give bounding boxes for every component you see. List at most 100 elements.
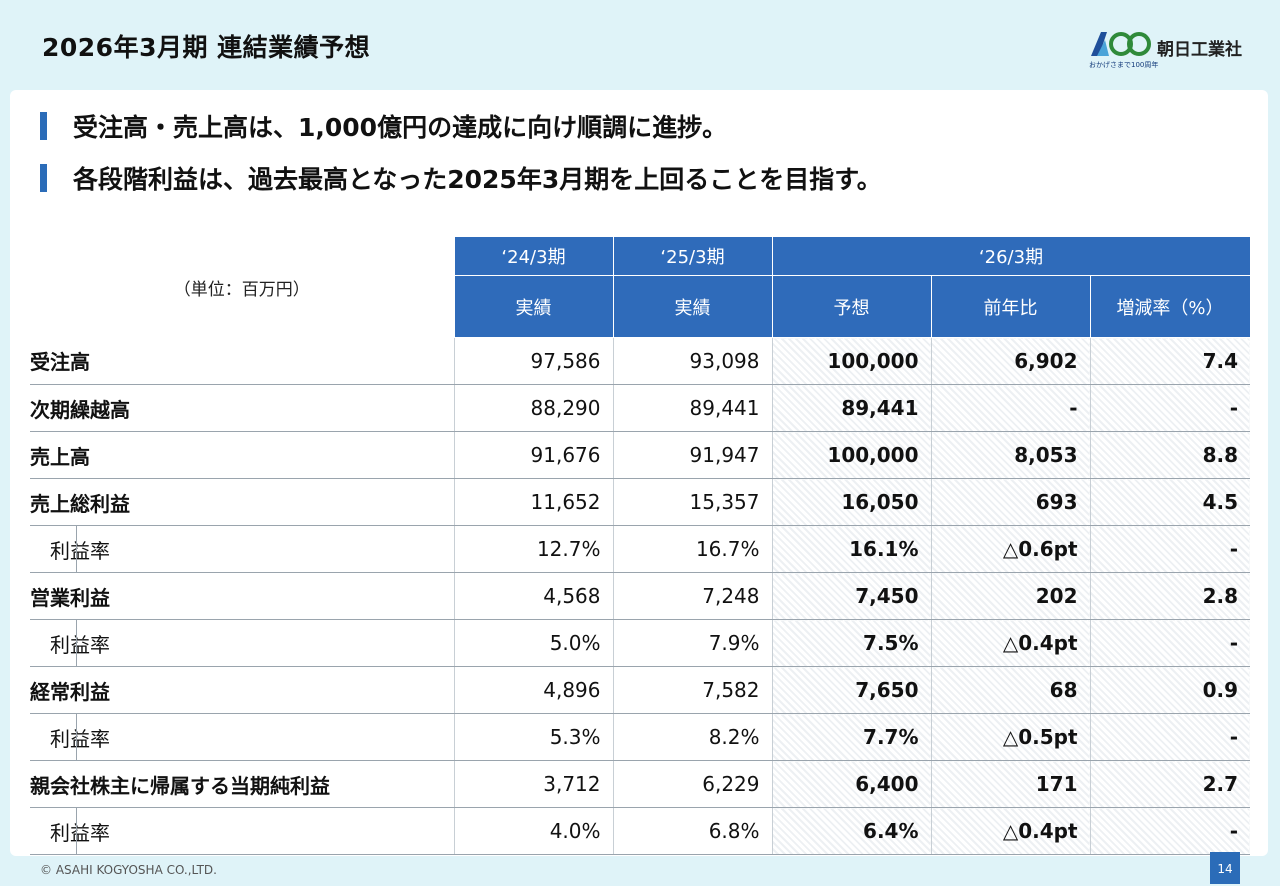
bullet-point-2: 各段階利益は、過去最高となった2025年3月期を上回ることを目指す。 (40, 160, 882, 196)
cell-fy26-forecast: 7,450 (771, 572, 931, 620)
cell-fy24-actual: 97,586 (453, 337, 613, 385)
bullet-bar-icon (40, 112, 47, 140)
row-label: 次期繰越高 (30, 384, 454, 432)
subheader-actual-fy24: 実績 (453, 275, 614, 338)
cell-fy26-yoy: △0.5pt (930, 713, 1090, 761)
row-sublabel: 利益率 (30, 807, 454, 855)
row-sublabel: 利益率 (30, 525, 454, 573)
cell-fy26-forecast: 6.4% (771, 807, 931, 855)
logo-tagline: おかげさまで100周年 (1089, 61, 1159, 69)
cell-fy26-yoy: - (930, 384, 1090, 432)
table-row: 次期繰越高 88,290 89,441 89,441- - (30, 384, 1250, 432)
cell-fy24-actual: 5.3% (453, 713, 613, 761)
cell-fy24-actual: 11,652 (453, 478, 613, 526)
row-sublabel: 利益率 (30, 713, 454, 761)
cell-fy25-actual: 7,248 (612, 572, 772, 620)
table-row: 売上高 91,676 91,947 100,000 8,053 8.8 (30, 431, 1250, 479)
cell-fy26-forecast: 100,000 (771, 337, 931, 385)
cell-fy25-actual: 7.9% (612, 619, 772, 667)
page-number: 14 (1210, 852, 1240, 884)
unit-label: （単位：百万円） (173, 279, 310, 300)
cell-fy26-rate: - (1089, 384, 1250, 432)
cell-fy25-actual: 16.7% (612, 525, 772, 573)
cell-fy26-rate: 0.9 (1089, 666, 1250, 714)
table-row: 売上総利益 11,652 15,357 16,050 693 4.5 (30, 478, 1250, 526)
cell-fy25-actual: 6,229 (612, 760, 772, 808)
period-header-fy24: ‘24/3期 (453, 236, 614, 276)
subheader-change-rate: 増減率（%） (1089, 275, 1251, 338)
table-row: 利益率 5.3% 8.2% 7.7% △0.5pt - (30, 713, 1250, 761)
cell-fy24-actual: 3,712 (453, 760, 613, 808)
subheader-yoy: 前年比 (930, 275, 1091, 338)
cell-fy25-actual: 93,098 (612, 337, 772, 385)
cell-fy24-actual: 12.7% (453, 525, 613, 573)
cell-fy26-forecast: 16.1% (771, 525, 931, 573)
cell-fy25-actual: 6.8% (612, 807, 772, 855)
row-label-text: 利益率 (50, 726, 110, 751)
table-row: 経常利益 4,896 7,582 7,650 68 0.9 (30, 666, 1250, 714)
cell-fy26-forecast: 7.5% (771, 619, 931, 667)
table-row: 営業利益 4,568 7,248 7,450 202 2.8 (30, 572, 1250, 620)
table-row: 利益率 4.0% 6.8% 6.4% △0.4pt - (30, 807, 1250, 855)
cell-fy24-actual: 88,290 (453, 384, 613, 432)
cell-fy26-forecast: 7.7% (771, 713, 931, 761)
bullet-text: 各段階利益は、過去最高となった2025年3月期を上回ることを目指す。 (73, 165, 882, 194)
company-logo: おかげさまで100周年 朝日工業社 (1089, 30, 1242, 69)
cell-fy24-actual: 4,568 (453, 572, 613, 620)
cell-fy25-actual: 89,441 (612, 384, 772, 432)
cell-fy24-actual: 91,676 (453, 431, 613, 479)
cell-fy26-forecast: 16,050 (771, 478, 931, 526)
page-title: 2026年3月期 連結業績予想 (42, 33, 371, 62)
cell-fy24-actual: 4.0% (453, 807, 613, 855)
cell-fy26-yoy: 171 (930, 760, 1090, 808)
bullet-text: 受注高・売上高は、1,000億円の達成に向け順調に進捗。 (73, 113, 728, 142)
period-header-fy25: ‘25/3期 (612, 236, 773, 276)
cell-fy26-yoy: △0.6pt (930, 525, 1090, 573)
bullet-point-1: 受注高・売上高は、1,000億円の達成に向け順調に進捗。 (40, 108, 727, 144)
cell-fy26-yoy: △0.4pt (930, 619, 1090, 667)
cell-fy26-forecast: 6,400 (771, 760, 931, 808)
cell-fy26-rate: 8.8 (1089, 431, 1250, 479)
cell-fy26-rate: 4.5 (1089, 478, 1250, 526)
row-label: 経常利益 (30, 666, 454, 714)
cell-fy26-yoy: △0.4pt (930, 807, 1090, 855)
table-row: 利益率 5.0% 7.9% 7.5% △0.4pt - (30, 619, 1250, 667)
cell-fy25-actual: 8.2% (612, 713, 772, 761)
cell-fy26-forecast: 100,000 (771, 431, 931, 479)
cell-fy26-rate: - (1089, 619, 1250, 667)
cell-fy26-yoy: 68 (930, 666, 1090, 714)
cell-fy26-yoy: 6,902 (930, 337, 1090, 385)
subheader-actual-fy25: 実績 (612, 275, 773, 338)
cell-fy26-forecast: 89,441 (771, 384, 931, 432)
cell-fy25-actual: 15,357 (612, 478, 772, 526)
row-label-text: 利益率 (50, 820, 110, 845)
copyright: © ASAHI KOGYOSHA CO.,LTD. (40, 863, 217, 877)
table-row: 受注高 97,586 93,098 100,000 6,902 7.4 (30, 337, 1250, 385)
table-row: 利益率 12.7% 16.7% 16.1% △0.6pt - (30, 525, 1250, 573)
cell-fy25-actual: 91,947 (612, 431, 772, 479)
cell-fy26-yoy: 202 (930, 572, 1090, 620)
row-label: 営業利益 (30, 572, 454, 620)
cell-fy26-yoy: 8,053 (930, 431, 1090, 479)
cell-fy26-rate: 2.7 (1089, 760, 1250, 808)
cell-fy25-actual: 7,582 (612, 666, 772, 714)
row-label-text: 利益率 (50, 632, 110, 657)
cell-fy26-yoy: 693 (930, 478, 1090, 526)
row-label: 売上高 (30, 431, 454, 479)
cell-fy24-actual: 4,896 (453, 666, 613, 714)
cell-fy26-rate: - (1089, 713, 1250, 761)
cell-fy24-actual: 5.0% (453, 619, 613, 667)
row-label: 受注高 (30, 337, 454, 385)
row-label: 売上総利益 (30, 478, 454, 526)
row-label: 親会社株主に帰属する当期純利益 (30, 760, 454, 808)
bullet-bar-icon (40, 164, 47, 192)
period-header-fy26: ‘26/3期 (771, 236, 1251, 276)
cell-fy26-rate: 7.4 (1089, 337, 1250, 385)
forecast-table: （単位：百万円） ‘24/3期 ‘25/3期 ‘26/3期 実績 実績 予想 前… (30, 236, 1251, 855)
cell-fy26-rate: - (1089, 807, 1250, 855)
anniversary-logo-icon: おかげさまで100周年 (1089, 30, 1158, 69)
row-sublabel: 利益率 (30, 619, 454, 667)
subheader-forecast: 予想 (771, 275, 932, 338)
content-card: 受注高・売上高は、1,000億円の達成に向け順調に進捗。 各段階利益は、過去最高… (10, 90, 1268, 856)
row-label-text: 利益率 (50, 538, 110, 563)
